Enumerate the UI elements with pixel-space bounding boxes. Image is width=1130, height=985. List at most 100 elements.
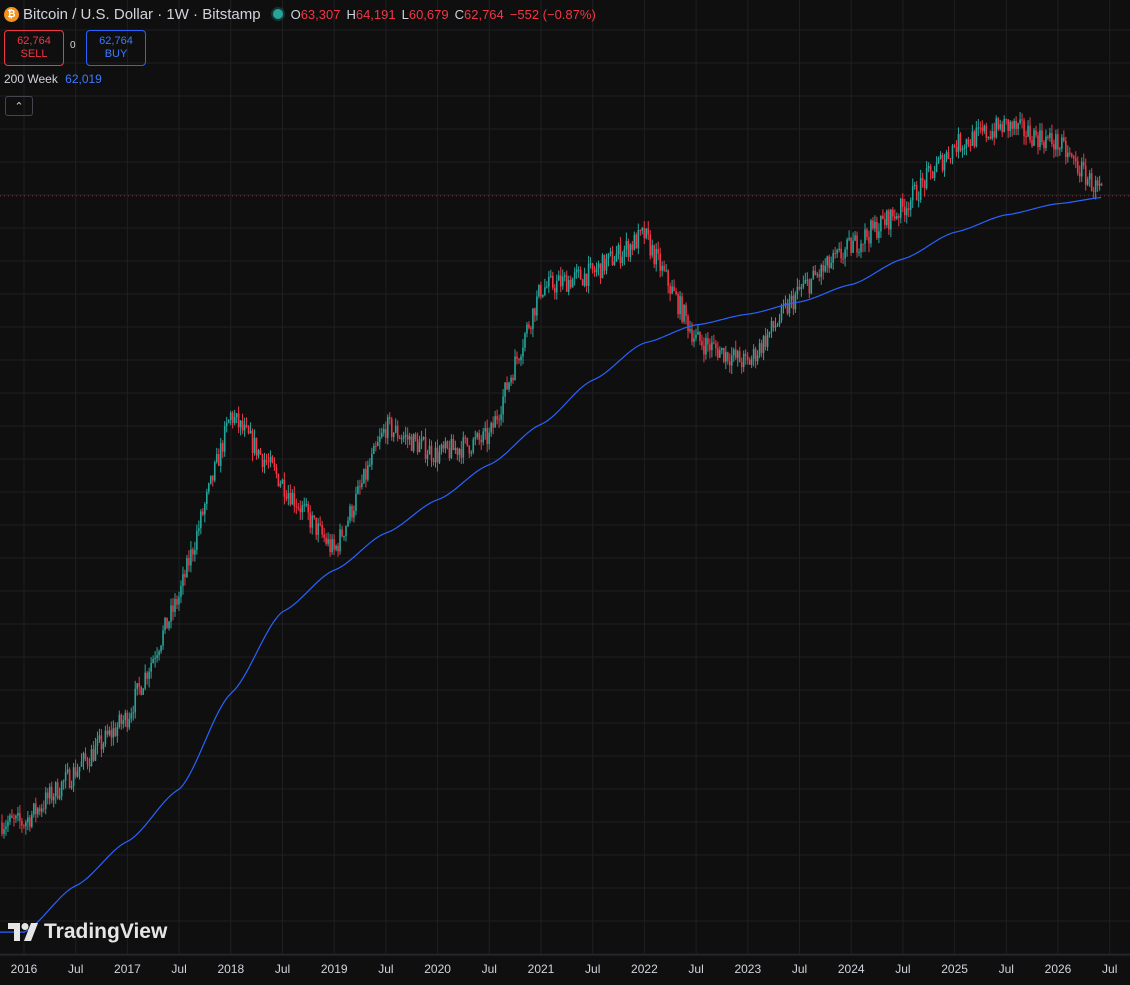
buy-button[interactable]: 62,764 BUY	[86, 30, 146, 66]
candle	[546, 281, 548, 289]
candle	[470, 450, 473, 457]
candle	[128, 712, 131, 730]
candle	[164, 617, 166, 634]
candle	[347, 516, 349, 528]
candle	[969, 139, 972, 152]
candle	[392, 432, 395, 442]
tradingview-logo[interactable]: TradingView	[8, 920, 167, 944]
candle	[343, 535, 345, 541]
candle	[182, 566, 184, 595]
candle	[583, 267, 586, 288]
candle	[62, 779, 65, 790]
candle	[33, 802, 35, 818]
candle	[882, 209, 884, 220]
candle	[170, 598, 172, 629]
candle	[217, 448, 220, 467]
candle	[766, 329, 769, 351]
candle	[96, 731, 99, 755]
candle	[991, 123, 994, 141]
chart-legend-header: ₿ Bitcoin / U.S. Dollar · 1W · Bitstamp …	[4, 4, 596, 24]
candle	[386, 414, 389, 445]
candle	[645, 228, 648, 240]
candle	[375, 441, 377, 452]
candle	[685, 302, 687, 325]
sell-button[interactable]: 62,764 SELL	[4, 30, 64, 66]
candle	[1059, 146, 1061, 156]
candle	[86, 757, 89, 770]
candle	[552, 271, 554, 291]
candle	[764, 327, 767, 351]
candle	[937, 156, 940, 165]
candle	[267, 453, 270, 469]
candle	[259, 448, 262, 455]
candle	[52, 793, 55, 808]
candle	[363, 468, 365, 484]
candle	[414, 432, 417, 442]
collapse-legend-button[interactable]: ⌃	[5, 96, 33, 116]
candle	[88, 757, 91, 773]
candle	[213, 460, 216, 483]
candle	[1041, 123, 1043, 146]
time-axis-tick-label: Jul	[482, 962, 497, 976]
candle	[406, 427, 409, 449]
candle	[715, 339, 717, 357]
candle	[257, 448, 260, 459]
candle	[418, 435, 421, 453]
candle	[619, 236, 622, 269]
candle	[311, 511, 313, 535]
candle	[1005, 118, 1007, 125]
candle	[1011, 120, 1013, 137]
candle	[977, 119, 980, 137]
candle	[631, 240, 634, 256]
candle	[273, 457, 276, 472]
candle	[285, 489, 288, 502]
buy-label: BUY	[104, 48, 128, 60]
candle	[756, 350, 759, 365]
candle	[283, 472, 286, 505]
candle	[979, 121, 982, 134]
candle	[931, 170, 934, 179]
candle	[84, 747, 87, 762]
candle	[752, 344, 755, 367]
candle	[726, 351, 729, 365]
candle	[174, 593, 176, 617]
candle	[19, 804, 21, 829]
candle	[524, 332, 526, 352]
candle	[943, 153, 946, 177]
candle	[836, 248, 838, 258]
candle	[357, 480, 359, 495]
symbol-title[interactable]: Bitcoin / U.S. Dollar · 1W · Bitstamp	[23, 5, 261, 23]
candle	[215, 447, 218, 464]
candle	[221, 440, 224, 458]
candle	[1033, 127, 1035, 147]
candle	[192, 547, 194, 562]
time-axis: 2016 Jul 2017 Jul 2018 Jul 2019 Jul 2020 Jul 2021 J…	[11, 962, 1118, 976]
candle	[643, 221, 646, 244]
candle	[894, 209, 896, 222]
candle	[941, 152, 944, 173]
candle	[603, 254, 606, 275]
candle	[561, 269, 564, 290]
time-axis-tick-label: Jul	[792, 962, 807, 976]
candle	[120, 713, 123, 730]
candle	[35, 797, 37, 823]
candle	[740, 357, 743, 374]
candle	[46, 788, 49, 805]
candle	[911, 178, 914, 209]
sell-price: 62,764	[17, 35, 51, 47]
candle	[60, 780, 63, 801]
candle	[1007, 119, 1009, 139]
candle	[188, 550, 190, 572]
candle	[74, 759, 77, 779]
candle	[983, 124, 986, 134]
candle	[1072, 154, 1075, 165]
candle	[160, 644, 162, 654]
candle	[253, 429, 256, 456]
candle	[377, 436, 379, 447]
candle	[565, 270, 568, 292]
candle	[29, 814, 31, 832]
indicator-legend[interactable]: 200 Week 62,019	[4, 72, 102, 86]
candle	[669, 282, 671, 302]
low-value: 60,679	[408, 6, 449, 22]
